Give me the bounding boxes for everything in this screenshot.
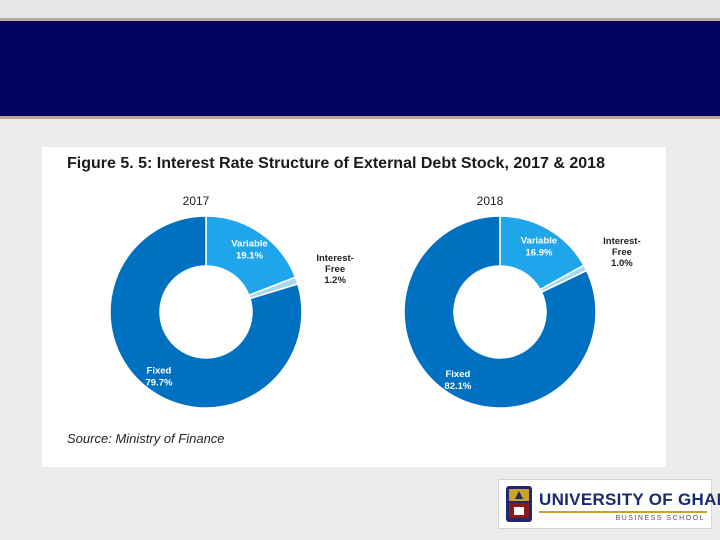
logo-name: UNIVERSITY OF GHANA bbox=[539, 490, 720, 509]
label-2017-variable-name: Variable bbox=[231, 238, 267, 249]
label-2018-variable-value: 16.9% bbox=[526, 248, 553, 259]
label-2018-interest-free-line2: Free bbox=[612, 247, 632, 258]
slice-2017-fixed bbox=[109, 215, 303, 409]
logo-rule bbox=[539, 511, 707, 513]
slice-2017-variable bbox=[205, 215, 297, 297]
top-stripe bbox=[0, 0, 720, 18]
label-2018-variable-name: Variable bbox=[521, 236, 557, 247]
label-2017-interest-free-line2: Free bbox=[325, 264, 345, 275]
label-2017-fixed-name: Fixed bbox=[147, 365, 172, 376]
figure-title: Figure 5. 5: Interest Rate Structure of … bbox=[67, 155, 605, 172]
label-2018-fixed-name: Fixed bbox=[445, 369, 470, 380]
university-logo: UNIVERSITY OF GHANA BUSINESS SCHOOL bbox=[498, 479, 720, 529]
figure-source: Source: Ministry of Finance bbox=[67, 431, 225, 446]
crest-icon bbox=[506, 486, 532, 522]
chart-year-2018: 2018 bbox=[477, 194, 504, 208]
source-label: Source: bbox=[67, 431, 112, 446]
label-2017-interest-free-value: 1.2% bbox=[324, 275, 346, 286]
chart-year-2017: 2017 bbox=[183, 194, 210, 208]
figure-card: Figure 5. 5: Interest Rate Structure of … bbox=[42, 147, 666, 467]
label-2018-fixed-value: 82.1% bbox=[444, 381, 471, 392]
label-2017-interest-free-line1: Interest- bbox=[316, 253, 353, 264]
label-2018-interest-free-line1: Interest- bbox=[603, 236, 640, 247]
label-2017-variable-value: 19.1% bbox=[236, 250, 263, 261]
label-2018-interest-free-value: 1.0% bbox=[611, 258, 633, 269]
label-2017-fixed-value: 79.7% bbox=[145, 377, 172, 388]
source-value: Ministry of Finance bbox=[115, 431, 225, 446]
slide-header-band bbox=[0, 18, 720, 119]
slice-2018-fixed bbox=[403, 215, 597, 409]
logo-subtitle: BUSINESS SCHOOL bbox=[615, 515, 705, 522]
